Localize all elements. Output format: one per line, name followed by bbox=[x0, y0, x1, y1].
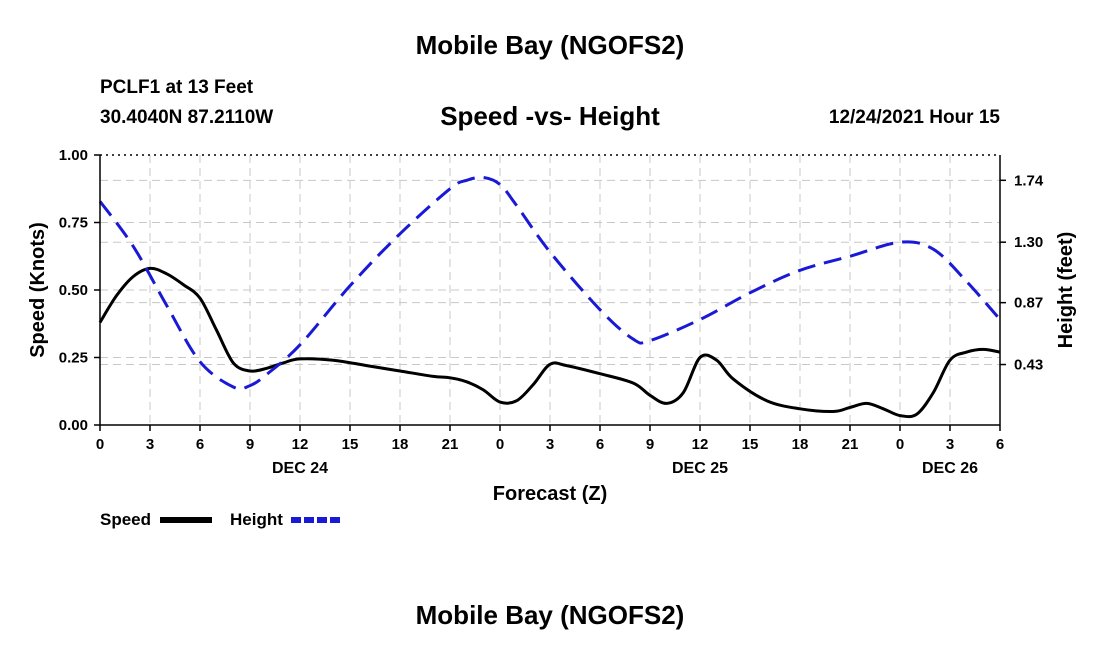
x-tick-label: 6 bbox=[596, 436, 604, 453]
y-tick-label: 0.75 bbox=[59, 215, 88, 232]
x-tick-label: 3 bbox=[146, 436, 154, 453]
x-tick-label: 18 bbox=[792, 436, 809, 453]
x-date-label: DEC 26 bbox=[922, 460, 978, 477]
x-tick-label: 15 bbox=[742, 436, 759, 453]
forecast-timestamp: 12/24/2021 Hour 15 bbox=[828, 107, 1000, 128]
x-tick-label: 9 bbox=[646, 436, 654, 453]
x-tick-label: 6 bbox=[196, 436, 204, 453]
y2-tick-label: 1.30 bbox=[1014, 234, 1043, 251]
chart-title-bottom: Mobile Bay (NGOFS2) bbox=[415, 600, 685, 630]
series-line-height bbox=[98, 175, 1002, 391]
x-tick-label: 9 bbox=[246, 436, 254, 453]
x-tick-label: 0 bbox=[496, 436, 504, 453]
y2-tick-label: 0.43 bbox=[1014, 357, 1043, 374]
x-date-label: DEC 24 bbox=[272, 460, 328, 477]
y2-axis-title: Height (feet) bbox=[1055, 232, 1077, 349]
y2-tick-label: 1.74 bbox=[1014, 172, 1044, 189]
y-axis-title: Speed (Knots) bbox=[27, 222, 49, 358]
x-tick-label: 21 bbox=[442, 436, 459, 453]
x-tick-label: 3 bbox=[546, 436, 554, 453]
legend-label-height: Height bbox=[230, 510, 283, 529]
series-layer bbox=[98, 175, 1002, 419]
y-tick-label: 0.50 bbox=[59, 282, 88, 299]
axis-labels: 0 3 6 9 12 15 18 21 0 3 6 9 12 15 18 21 0 3 6 DEC 24 DEC 25 D… bbox=[27, 147, 1077, 505]
series-line-speed bbox=[98, 266, 1001, 419]
station-coordinates: 30.4040N 87.2110W bbox=[100, 107, 274, 128]
x-tick-label: 0 bbox=[896, 436, 904, 453]
x-tick-label: 3 bbox=[946, 436, 954, 453]
x-tick-label: 18 bbox=[392, 436, 409, 453]
station-label: PCLF1 at 13 Feet bbox=[100, 77, 254, 98]
axes bbox=[94, 154, 1006, 431]
grid bbox=[100, 155, 1000, 425]
chart-subtitle: Speed -vs- Height bbox=[440, 101, 660, 131]
x-tick-label: 0 bbox=[96, 436, 104, 453]
x-tick-label: 15 bbox=[342, 436, 359, 453]
chart-title-top: Mobile Bay (NGOFS2) bbox=[415, 30, 685, 60]
x-tick-label: 21 bbox=[842, 436, 859, 453]
legend-label-speed: Speed bbox=[100, 510, 151, 529]
x-tick-label: 12 bbox=[692, 436, 709, 453]
x-tick-label: 12 bbox=[292, 436, 309, 453]
y-tick-label: 0.00 bbox=[59, 417, 88, 434]
x-tick-label: 6 bbox=[996, 436, 1004, 453]
x-axis-title: Forecast (Z) bbox=[493, 483, 607, 505]
y2-tick-label: 0.87 bbox=[1014, 295, 1043, 312]
y-tick-label: 0.25 bbox=[59, 350, 88, 367]
y-tick-label: 1.00 bbox=[59, 147, 88, 164]
x-date-label: DEC 25 bbox=[672, 460, 728, 477]
legend: Speed Height bbox=[100, 510, 343, 529]
